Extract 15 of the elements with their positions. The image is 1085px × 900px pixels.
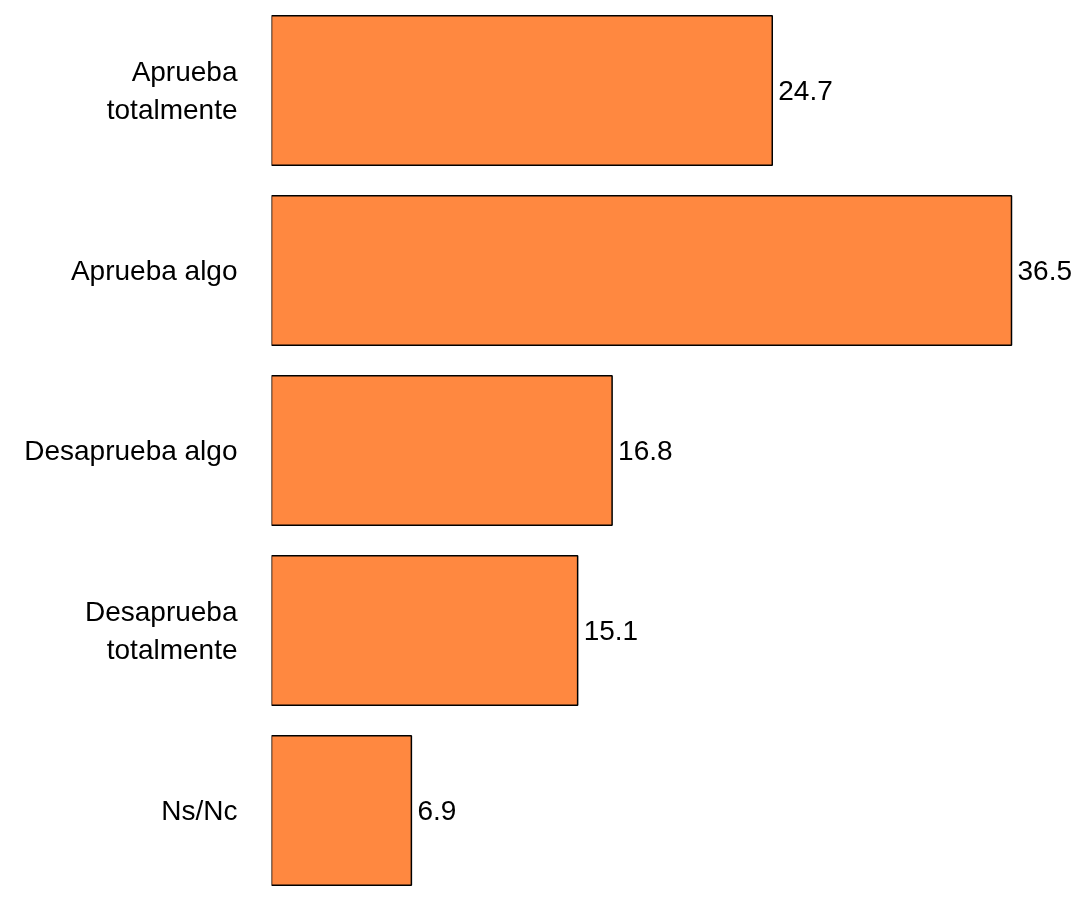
y-tick-label: Aprueba totalmente: [106, 56, 238, 125]
bar: [271, 15, 774, 166]
bar: [271, 735, 413, 886]
bar: [271, 195, 1013, 346]
y-tick-label: Aprueba algo: [70, 255, 238, 286]
bar: [271, 375, 613, 526]
data-label: 15.1: [583, 615, 639, 646]
data-label: 16.8: [618, 435, 673, 466]
y-tick-label: Desaprueba totalmente: [84, 596, 238, 665]
y-tick-label: Ns/Nc: [161, 795, 238, 826]
data-label: 6.9: [417, 795, 457, 826]
data-label: 24.7: [778, 75, 833, 106]
data-label: 36.5: [1017, 255, 1072, 286]
y-tick-label: Desaprueba algo: [24, 435, 238, 466]
bar: [271, 555, 579, 706]
